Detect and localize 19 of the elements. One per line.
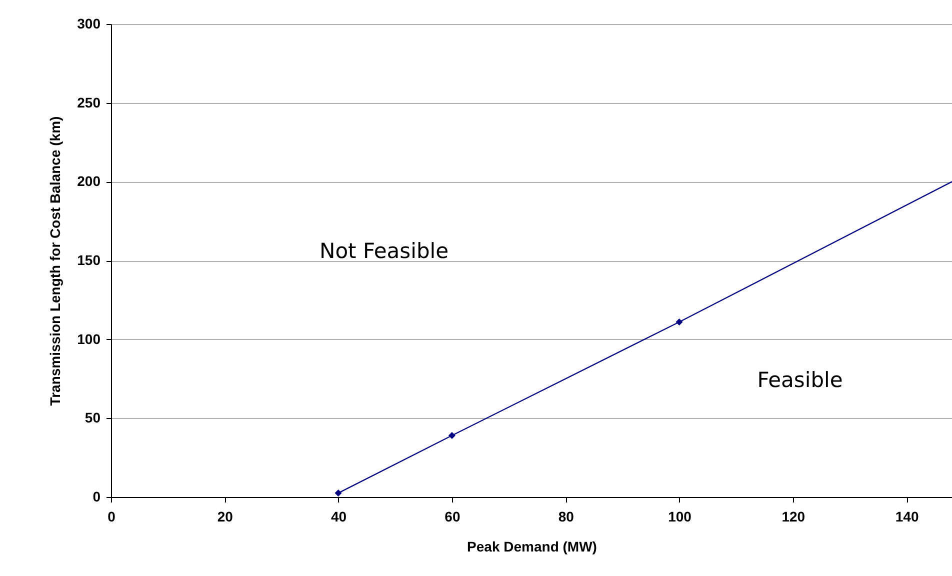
y-tick-label: 0: [92, 488, 101, 504]
x-tick-label: 120: [782, 508, 806, 524]
x-tick-label: 60: [444, 508, 460, 524]
y-tick-label: 50: [84, 410, 101, 426]
y-tick-label: 100: [77, 330, 101, 347]
y-tick-label: 300: [77, 16, 101, 32]
y-tick-label: 250: [77, 94, 101, 110]
y-tick-label: 150: [77, 252, 101, 268]
x-tick-label: 80: [558, 508, 574, 524]
x-tick-label: 0: [108, 508, 116, 524]
y-tick-label: 200: [77, 173, 101, 190]
x-axis-title: Peak Demand (MW): [467, 538, 597, 554]
annotation: Feasible: [757, 368, 843, 392]
x-tick-label: 20: [217, 508, 234, 524]
x-tick-label: 40: [331, 508, 347, 524]
y-axis-title: Transmission Length for Cost Balance (km): [47, 116, 64, 406]
x-tick-label: 100: [668, 508, 692, 524]
annotation: Not Feasible: [319, 239, 449, 263]
x-tick-label: 140: [895, 508, 919, 524]
